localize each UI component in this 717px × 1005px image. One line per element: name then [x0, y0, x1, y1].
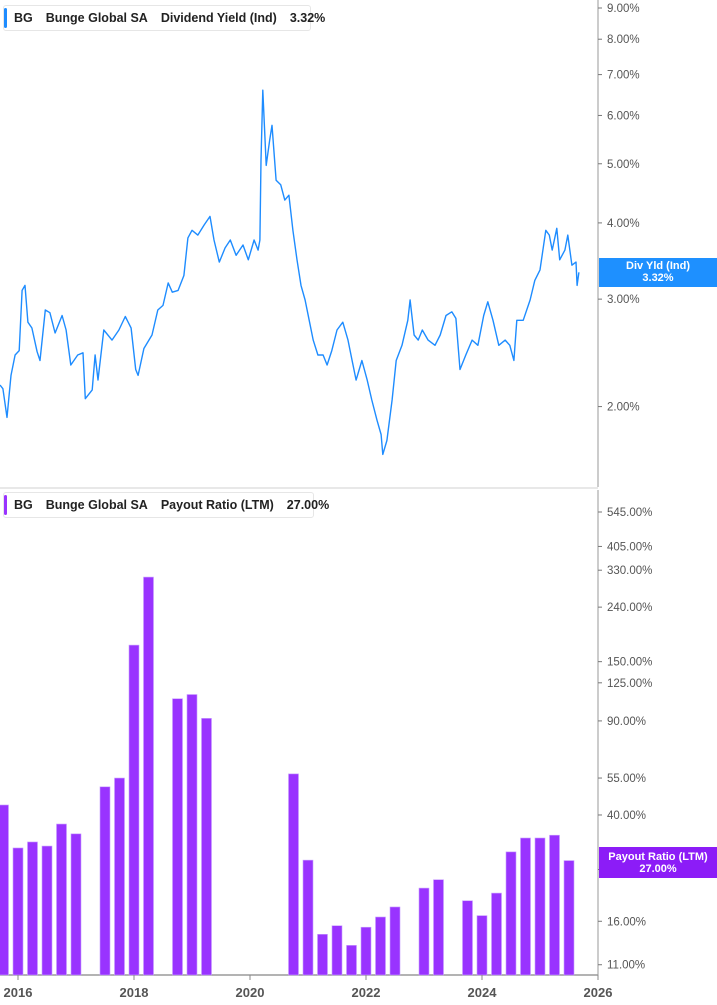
yield-tick-label: 5.00% [607, 159, 640, 171]
yield-tick-label: 4.00% [607, 218, 640, 230]
legend-company: Bunge Global SA [45, 11, 148, 25]
tag-value: 3.32% [642, 272, 674, 284]
payout-bar [563, 860, 575, 976]
payout-bar [534, 837, 546, 976]
payout-bar [128, 644, 140, 976]
legend-ticker: BG [14, 11, 33, 25]
payout-bar [433, 879, 444, 976]
x-tick-label: 2026 [584, 985, 613, 1000]
payout-bar [491, 892, 502, 976]
x-tick-label: 2020 [236, 985, 265, 1000]
payout-bar [302, 859, 314, 976]
payout-bar [331, 925, 343, 976]
payout-bar [41, 845, 53, 976]
yield-tick-label: 9.00% [607, 3, 640, 15]
payout-bar [172, 698, 183, 976]
payout-tick-label: 90.00% [607, 716, 646, 728]
payout-bar [99, 786, 111, 976]
tag-label: Div Yld (Ind) [626, 260, 690, 272]
legend-company: Bunge Global SA [45, 498, 148, 512]
legend-metric: Payout Ratio (LTM) [160, 498, 274, 512]
yield-tick-label: 2.00% [607, 402, 640, 414]
payout-bar [186, 694, 198, 976]
payout-bar [56, 823, 67, 976]
payout-bar [476, 915, 488, 976]
legend-metric: Dividend Yield (Ind) [160, 11, 277, 25]
payout-tick-label: 150.00% [607, 657, 652, 669]
payout-bar [0, 804, 9, 976]
yield-tick-label: 3.00% [607, 294, 640, 306]
payout-bar [70, 833, 82, 976]
payout-bar [549, 834, 560, 976]
yield-tick-label: 8.00% [607, 34, 640, 46]
payout-bar [375, 916, 386, 976]
yield-tick-label: 7.00% [607, 70, 640, 82]
payout-bar [27, 841, 38, 976]
payout-bar [288, 773, 299, 976]
payout-tick-label: 11.00% [607, 960, 645, 972]
payout-tick-label: 405.00% [607, 541, 652, 553]
legend-value: 27.00% [286, 498, 330, 512]
legend-payout-ratio: BG Bunge Global SA Payout Ratio (LTM) 27… [3, 492, 329, 518]
payout-tick-label: 40.00% [607, 810, 646, 822]
dividend-yield-line [0, 89, 580, 456]
legend-color-swatch [4, 495, 7, 515]
payout-bar [201, 718, 212, 976]
x-tick-label: 2022 [352, 985, 381, 1000]
payout-tick-label: 55.00% [607, 773, 646, 785]
payout-bar [143, 576, 154, 976]
payout-bar [317, 934, 328, 976]
payout-ratio-price-tag: Payout Ratio (LTM) 27.00% [599, 847, 717, 878]
yield-tick-label: 6.00% [607, 110, 640, 122]
payout-bar [346, 945, 357, 976]
legend-dividend-yield: BG Bunge Global SA Dividend Yield (Ind) … [3, 5, 325, 31]
x-tick-label: 2018 [120, 985, 149, 1000]
tag-label: Payout Ratio (LTM) [608, 851, 708, 863]
payout-bar [360, 926, 372, 976]
dividend-yield-price-tag: Div Yld (Ind) 3.32% [599, 258, 717, 287]
payout-bar [12, 847, 24, 976]
payout-bar [389, 906, 401, 976]
payout-bar [418, 887, 430, 976]
payout-bar [114, 777, 125, 976]
payout-tick-label: 125.00% [607, 678, 652, 690]
legend-ticker: BG [14, 498, 33, 512]
payout-tick-label: 545.00% [607, 507, 652, 519]
x-tick-label: 2016 [4, 985, 33, 1000]
tag-value: 27.00% [639, 863, 677, 875]
payout-bar [505, 851, 517, 976]
x-tick-label: 2024 [468, 985, 498, 1000]
payout-bar [520, 837, 531, 976]
payout-tick-label: 16.00% [607, 916, 646, 928]
legend-color-swatch [4, 8, 7, 28]
payout-tick-label: 240.00% [607, 602, 652, 614]
payout-bar [462, 900, 473, 976]
payout-tick-label: 330.00% [607, 565, 652, 577]
legend-value: 3.32% [289, 11, 326, 25]
